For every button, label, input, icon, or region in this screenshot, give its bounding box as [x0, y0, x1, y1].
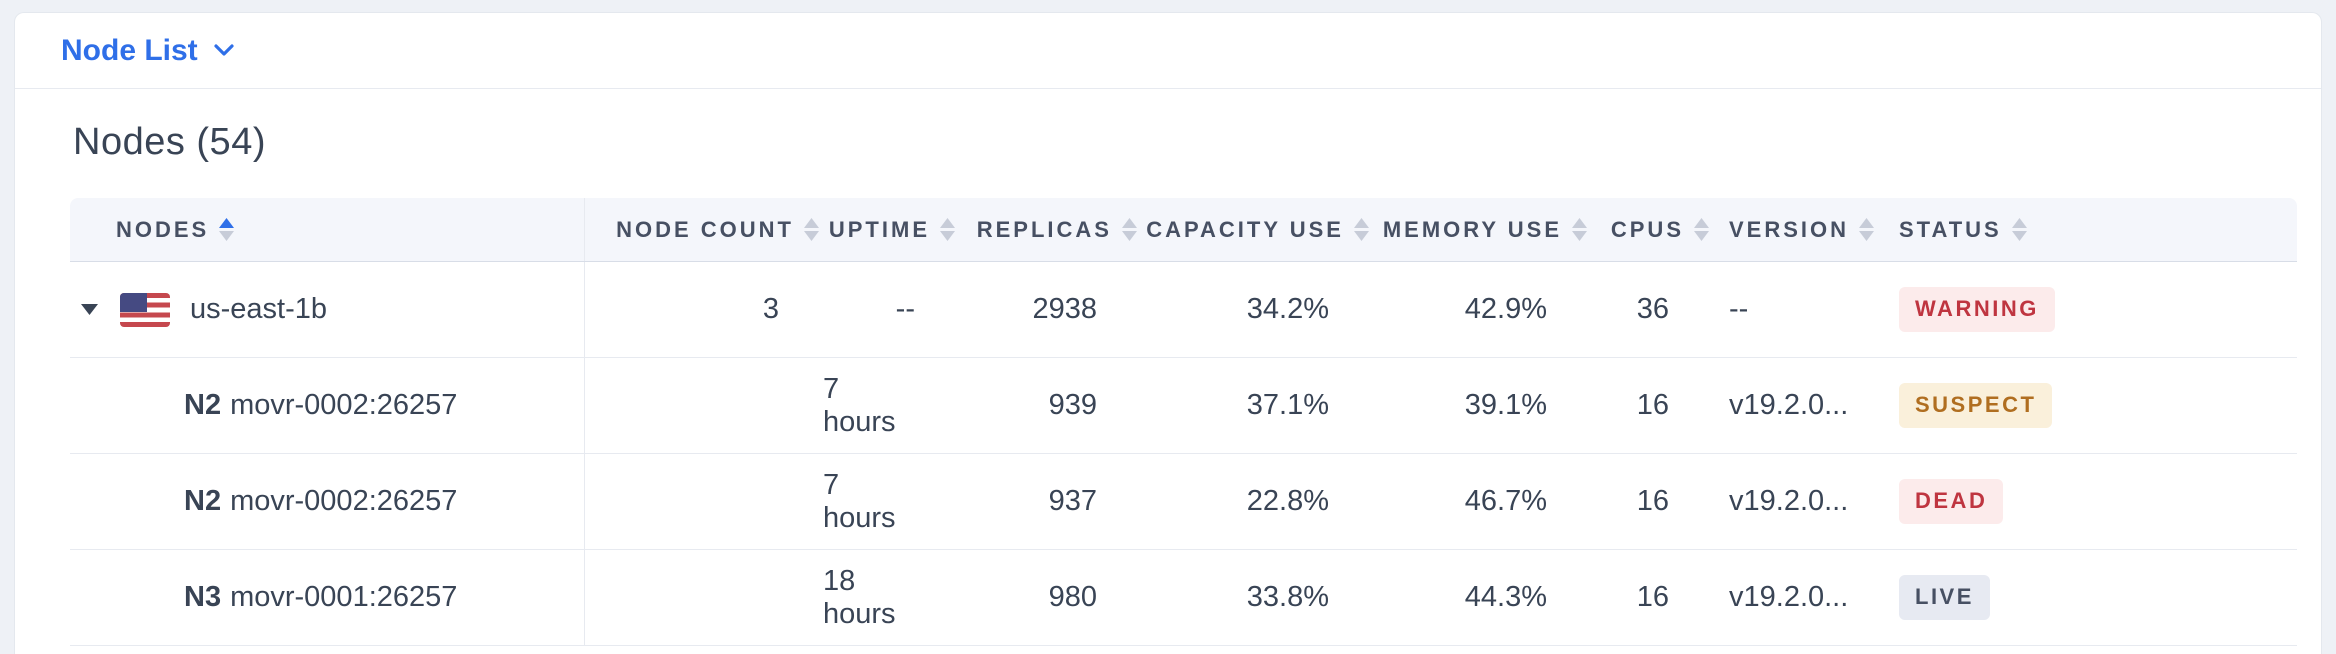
- cell-capacity-use: 34.2%: [1246, 293, 1329, 325]
- sort-icon: [2011, 218, 2027, 241]
- node-id: N2: [184, 389, 222, 421]
- cell-status: SUSPECT: [1887, 358, 2297, 453]
- cell-replicas: 2938: [1032, 293, 1097, 325]
- node-row: N3 movr-0001:26257 18 hours 980 33.8% 44.3% 16…: [70, 550, 2297, 646]
- node-name-link[interactable]: N2 movr-0002:26257: [70, 485, 457, 518]
- sort-icon: [1694, 218, 1709, 241]
- cell-status: WARNING: [1887, 262, 2297, 357]
- node-address: movr-0002:26257: [230, 485, 458, 517]
- status-badge: LIVE: [1899, 575, 1990, 620]
- nodes-table-body: us-east-1b 3 -- 2938 34.2% 42.9% 36 -- WARNING N2…: [70, 262, 2297, 646]
- node-row: N2 movr-0002:26257 7 hours 939 37.1% 39.1% 16 v…: [70, 358, 2297, 454]
- flag-canton: [120, 292, 147, 312]
- cell-cpus: 16: [1636, 581, 1669, 613]
- cell-version: v19.2.0...: [1729, 485, 1849, 517]
- node-name-link[interactable]: N2 movr-0002:26257: [70, 389, 457, 422]
- chevron-down-icon: [214, 44, 234, 57]
- cell-memory-use: 46.7%: [1464, 485, 1547, 517]
- column-header-label: UPTIME: [828, 216, 930, 242]
- column-header-status[interactable]: STATUS: [1887, 198, 2297, 261]
- region-cell[interactable]: us-east-1b: [70, 292, 328, 327]
- cell-memory-use: 39.1%: [1464, 389, 1547, 421]
- node-id: N2: [184, 485, 222, 517]
- cell-status: LIVE: [1887, 550, 2297, 645]
- cell-node-count: [585, 454, 823, 549]
- cell-replicas: 980: [1048, 581, 1097, 613]
- cell-uptime: 18 hours: [823, 564, 896, 630]
- status-badge: SUSPECT: [1899, 383, 2053, 428]
- cell-capacity-use: 37.1%: [1246, 389, 1329, 421]
- cell-cpus: 16: [1636, 389, 1669, 421]
- cell-status: DEAD: [1887, 454, 2297, 549]
- column-header-label: NODE COUNT: [616, 216, 794, 242]
- cell-capacity-use: 33.8%: [1246, 581, 1329, 613]
- column-header-label: CAPACITY USE: [1146, 216, 1344, 242]
- cell-memory-use: 44.3%: [1464, 581, 1547, 613]
- cell-node-count: [585, 550, 823, 645]
- column-header-nodes[interactable]: NODES: [70, 198, 585, 261]
- sort-icon: [940, 218, 955, 241]
- cell-version: v19.2.0...: [1729, 389, 1849, 421]
- column-header-memory-use[interactable]: MEMORY USE: [1373, 198, 1591, 261]
- node-name-link[interactable]: N3 movr-0001:26257: [70, 581, 457, 614]
- column-header-label: MEMORY USE: [1382, 216, 1562, 242]
- column-header-label: VERSION: [1729, 216, 1850, 242]
- cell-memory-use: 42.9%: [1464, 293, 1547, 325]
- status-badge: DEAD: [1899, 479, 2004, 524]
- column-header-cpus[interactable]: CPUS: [1591, 198, 1713, 261]
- cell-cpus: 36: [1636, 293, 1669, 325]
- column-header-capacity-use[interactable]: CAPACITY USE: [1141, 198, 1373, 261]
- nodes-table: NODES NODE COUNT UPTIME REPLICAS CAPACITY US…: [70, 198, 2297, 646]
- collapse-caret-icon[interactable]: [81, 303, 98, 316]
- cell-uptime: --: [895, 293, 915, 325]
- cell-replicas: 939: [1048, 389, 1097, 421]
- column-header-uptime[interactable]: UPTIME: [823, 198, 959, 261]
- node-list-dropdown-label: Node List: [61, 33, 198, 67]
- sort-icon: [1122, 218, 1137, 241]
- cell-replicas: 937: [1048, 485, 1097, 517]
- cell-version: v19.2.0...: [1729, 581, 1849, 613]
- cell-node-count: [585, 358, 823, 453]
- nodes-table-header: NODES NODE COUNT UPTIME REPLICAS CAPACITY US…: [70, 198, 2297, 262]
- region-row: us-east-1b 3 -- 2938 34.2% 42.9% 36 -- WARNING: [70, 262, 2297, 358]
- column-header-node-count[interactable]: NODE COUNT: [585, 198, 823, 261]
- node-id: N3: [184, 581, 222, 613]
- node-list-panel: Node List Nodes (54) NODES NODE COUNT UPTI…: [14, 12, 2322, 654]
- nodes-table-header-row: NODES NODE COUNT UPTIME REPLICAS CAPACITY US…: [70, 198, 2297, 262]
- column-header-replicas[interactable]: REPLICAS: [959, 198, 1141, 261]
- sort-icon: [1354, 218, 1369, 241]
- region-name: us-east-1b: [190, 293, 328, 325]
- cell-node-count: 3: [762, 293, 779, 325]
- node-address: movr-0001:26257: [230, 581, 458, 613]
- node-address: movr-0002:26257: [230, 389, 458, 421]
- cell-version: --: [1729, 293, 1749, 325]
- cell-uptime: 7 hours: [823, 372, 896, 438]
- column-header-version[interactable]: VERSION: [1713, 198, 1887, 261]
- column-header-label: STATUS: [1899, 216, 2002, 242]
- node-list-dropdown[interactable]: Node List: [61, 34, 234, 68]
- cell-capacity-use: 22.8%: [1246, 485, 1329, 517]
- sort-icon: [1572, 218, 1587, 241]
- cell-cpus: 16: [1636, 485, 1669, 517]
- sort-icon: [219, 218, 235, 241]
- cell-uptime: 7 hours: [823, 468, 896, 534]
- sort-icon: [1859, 218, 1875, 241]
- column-header-label: CPUS: [1610, 216, 1684, 242]
- us-flag-icon: [120, 292, 170, 327]
- status-badge: WARNING: [1899, 287, 2055, 332]
- page-title: Nodes (54): [73, 121, 266, 163]
- view-selector-bar: Node List: [15, 13, 2321, 89]
- sort-icon: [804, 218, 819, 241]
- node-row: N2 movr-0002:26257 7 hours 937 22.8% 46.7% 16 v…: [70, 454, 2297, 550]
- column-header-label: NODES: [116, 216, 210, 242]
- column-header-label: REPLICAS: [976, 216, 1112, 242]
